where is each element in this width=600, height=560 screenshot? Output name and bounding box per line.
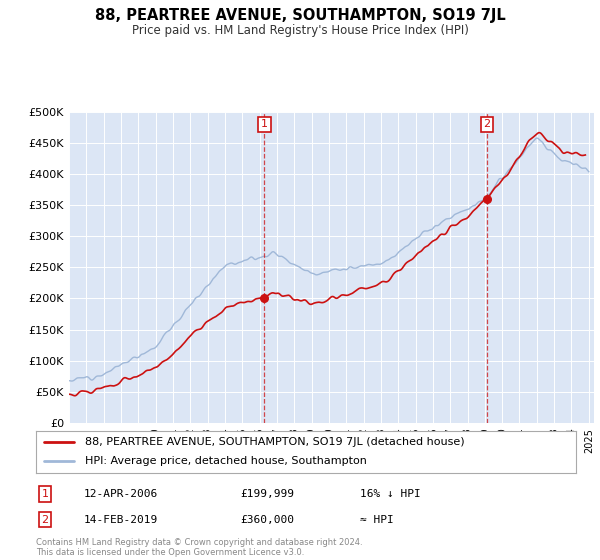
Text: 1: 1 — [261, 119, 268, 129]
Text: HPI: Average price, detached house, Southampton: HPI: Average price, detached house, Sout… — [85, 456, 367, 466]
Text: ≈ HPI: ≈ HPI — [360, 515, 394, 525]
Text: 16% ↓ HPI: 16% ↓ HPI — [360, 489, 421, 499]
Text: Price paid vs. HM Land Registry's House Price Index (HPI): Price paid vs. HM Land Registry's House … — [131, 24, 469, 36]
Text: £360,000: £360,000 — [240, 515, 294, 525]
Text: 14-FEB-2019: 14-FEB-2019 — [84, 515, 158, 525]
Text: 2: 2 — [484, 119, 490, 129]
Text: 2: 2 — [41, 515, 49, 525]
Text: 88, PEARTREE AVENUE, SOUTHAMPTON, SO19 7JL (detached house): 88, PEARTREE AVENUE, SOUTHAMPTON, SO19 7… — [85, 437, 464, 447]
Text: 12-APR-2006: 12-APR-2006 — [84, 489, 158, 499]
Text: 88, PEARTREE AVENUE, SOUTHAMPTON, SO19 7JL: 88, PEARTREE AVENUE, SOUTHAMPTON, SO19 7… — [95, 8, 505, 24]
Text: Contains HM Land Registry data © Crown copyright and database right 2024.
This d: Contains HM Land Registry data © Crown c… — [36, 538, 362, 557]
Text: £199,999: £199,999 — [240, 489, 294, 499]
Text: 1: 1 — [41, 489, 49, 499]
